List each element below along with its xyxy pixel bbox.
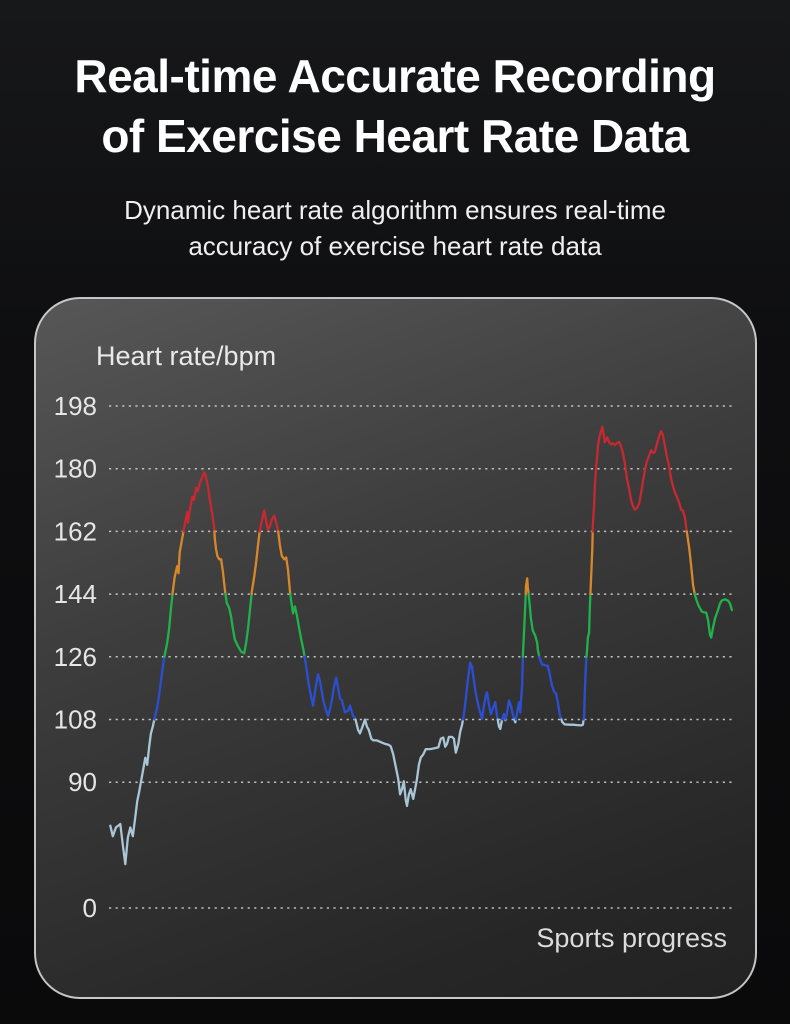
- y-tick-label-162: 162: [54, 516, 97, 546]
- page-title-line2: of Exercise Heart Rate Data: [101, 110, 689, 162]
- heart-rate-line-segment: [461, 661, 499, 721]
- heart-rate-line-segment: [153, 655, 166, 721]
- page-title-line1: Real-time Accurate Recording: [74, 50, 716, 102]
- x-axis-title: Sports progress: [536, 923, 727, 953]
- heart-rate-line-segment: [109, 718, 156, 866]
- heart-rate-line-segment: [504, 699, 516, 721]
- heart-rate-line-segment: [289, 592, 306, 658]
- heart-rate-line-segment: [693, 592, 734, 639]
- y-tick-label-144: 144: [54, 579, 97, 609]
- heart-rate-line-segment: [582, 655, 588, 721]
- y-tick-label-0: 0: [83, 893, 97, 923]
- heart-rate-line-segment: [538, 655, 563, 721]
- heart-rate-line-segment: [514, 655, 524, 721]
- page-subtitle-line1: Dynamic heart rate algorithm ensures rea…: [124, 195, 666, 225]
- heart-rate-line-segment: [303, 655, 357, 721]
- heart-rate-line-segment: [521, 592, 527, 658]
- heart-rate-chart-panel: Heart rate/bpm 198 180 162 144 126 108 90 0 Spo…: [34, 297, 757, 999]
- heart-rate-chart: 198 180 162 144 126 108 90 0: [54, 391, 735, 923]
- hero-section: Real-time Accurate Recording of Exercise…: [0, 0, 790, 264]
- heart-rate-line-segment: [354, 718, 465, 808]
- heart-rate-line-segment: [250, 530, 261, 596]
- y-tick-label-126: 126: [54, 642, 97, 672]
- heart-rate-line-segment: [685, 530, 696, 596]
- heart-rate-line-segment: [171, 530, 185, 596]
- page-title: Real-time Accurate Recording of Exercise…: [0, 46, 790, 166]
- y-tick-label-108: 108: [54, 704, 97, 734]
- heart-rate-line-segment: [277, 530, 292, 596]
- y-axis-title: Heart rate/bpm: [96, 341, 277, 371]
- heart-rate-line-segment: [496, 718, 504, 731]
- heart-rate-line-segment: [224, 592, 253, 655]
- heart-rate-line-segment: [163, 592, 174, 658]
- heart-rate-line-segment: [213, 530, 227, 596]
- heart-rate-line-segment: [589, 530, 594, 596]
- page-subtitle: Dynamic heart rate algorithm ensures rea…: [0, 192, 790, 264]
- heart-rate-line-segment: [524, 577, 530, 596]
- heart-rate-line-segment: [560, 718, 585, 727]
- y-tick-label-198: 198: [54, 391, 97, 421]
- heart-rate-line-segment: [585, 592, 592, 658]
- heart-rate-line-segment: [258, 509, 280, 533]
- heart-rate-line-segment: [182, 471, 216, 533]
- heart-rate-line-segment: [527, 592, 541, 658]
- y-tick-label-90: 90: [68, 767, 97, 797]
- page-subtitle-line2: accuracy of exercise heart rate data: [188, 231, 602, 261]
- heart-rate-line-segment: [591, 425, 688, 533]
- y-tick-label-180: 180: [54, 454, 97, 484]
